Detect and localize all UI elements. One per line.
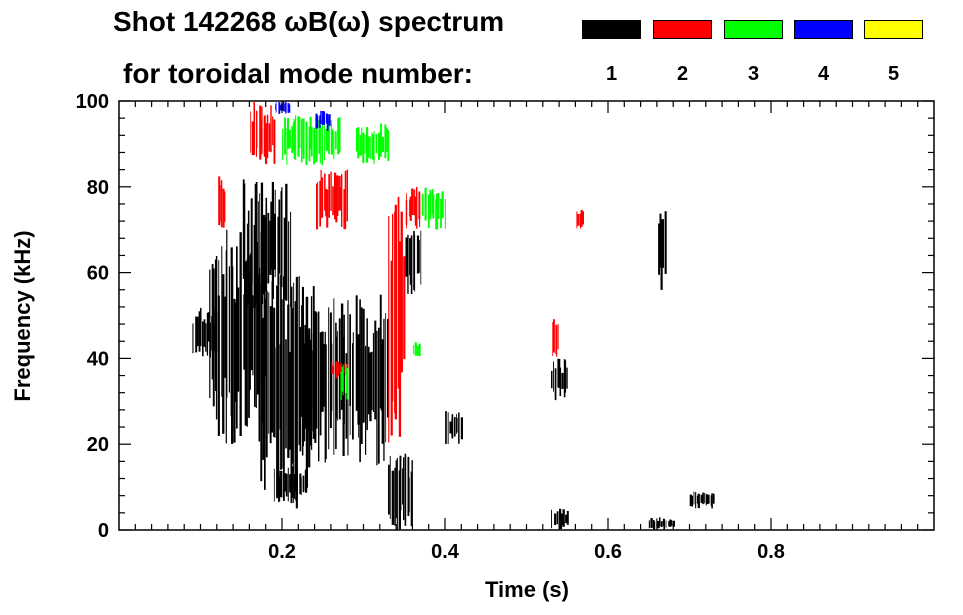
x-tick-label: 0.4 (431, 541, 460, 563)
mode-1-feature (658, 211, 667, 290)
mode-4-feature (315, 110, 331, 131)
legend-swatch-1 (582, 20, 641, 39)
mode-2-feature (250, 102, 276, 164)
mode-2-feature (576, 209, 584, 229)
mode-1-feature (551, 508, 569, 530)
mode-1-feature (648, 517, 675, 530)
mode-3-feature (356, 123, 390, 165)
legend-label-4: 4 (817, 63, 830, 85)
mode-3-feature (340, 364, 349, 400)
mode-1-feature (445, 411, 463, 445)
x-axis-label: Time (s) (485, 577, 569, 602)
mode-1-feature (551, 358, 568, 401)
mode-1-feature (242, 179, 292, 316)
mode-1-feature (273, 466, 308, 502)
series-mode-2 (218, 102, 584, 443)
mode-4-feature (275, 101, 291, 114)
y-axis-label: Frequency (kHz) (10, 230, 35, 401)
spectrum-marks (192, 101, 715, 530)
mode-2-feature (316, 169, 348, 230)
legend-swatch-5 (864, 20, 923, 39)
x-tick-label: 0.2 (268, 541, 296, 563)
y-tick-label: 80 (87, 177, 109, 199)
y-tick-label: 0 (98, 520, 109, 542)
mode-1-feature (388, 453, 413, 530)
series-mode-3 (282, 115, 446, 400)
legend-swatch-4 (794, 20, 853, 39)
mode-2-feature (552, 319, 559, 357)
legend-label-2: 2 (676, 63, 689, 85)
chart-title-line2: for toroidal mode number: (123, 58, 473, 89)
legend-label-1: 1 (605, 63, 618, 85)
legend-label-3: 3 (747, 63, 760, 85)
y-tick-label: 60 (87, 263, 109, 285)
series-mode-4 (275, 101, 331, 131)
series-mode-1 (192, 179, 715, 530)
x-tick-label: 0.6 (594, 541, 622, 563)
mode-2-feature (388, 196, 406, 443)
mode-1-feature (689, 491, 715, 509)
mode-3-feature (421, 187, 446, 230)
legend-swatch-2 (653, 20, 712, 39)
mode-1-feature (405, 230, 422, 294)
axis-ticks: 0.2 0.4 0.6 0.8 0 20 40 60 80 100 (76, 91, 934, 563)
mode-3-feature (282, 115, 341, 166)
mode-2-feature (405, 187, 421, 229)
y-tick-label: 20 (87, 434, 109, 456)
mode-3-feature (412, 342, 421, 357)
chart-title-line1: Shot 142268 ωB(ω) spectrum (113, 6, 505, 37)
y-tick-label: 100 (76, 91, 109, 113)
y-tick-label: 40 (87, 348, 109, 370)
legend-label-5: 5 (887, 63, 900, 85)
legend-swatch-3 (724, 20, 783, 39)
mode-2-feature (218, 176, 226, 228)
x-tick-label: 0.8 (757, 541, 785, 563)
